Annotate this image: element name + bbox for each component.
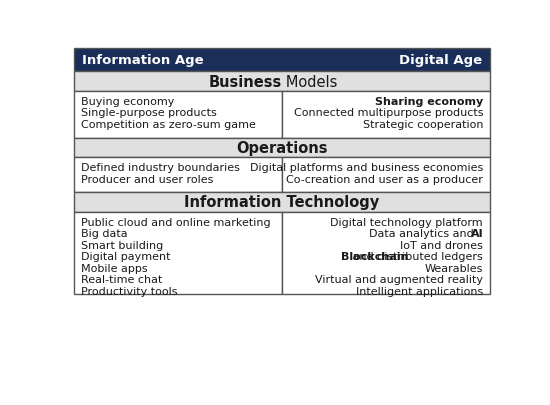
Bar <box>74 158 282 192</box>
Bar <box>74 192 490 212</box>
Text: Intelligent applications: Intelligent applications <box>356 286 483 296</box>
Text: Digital payment: Digital payment <box>81 252 170 262</box>
Bar <box>282 212 490 294</box>
Text: Information Age: Information Age <box>81 53 203 66</box>
Text: AI: AI <box>470 228 483 239</box>
Text: Digital platforms and business economies: Digital platforms and business economies <box>250 163 483 173</box>
Text: Digital technology platform: Digital technology platform <box>331 217 483 227</box>
Bar <box>74 72 490 92</box>
Text: Blockchain: Blockchain <box>341 252 409 262</box>
Text: Competition as zero-sum game: Competition as zero-sum game <box>81 120 256 130</box>
Text: Productivity tools: Productivity tools <box>81 286 177 296</box>
Text: Connected multipurpose products: Connected multipurpose products <box>294 108 483 118</box>
Text: Virtual and augmented reality: Virtual and augmented reality <box>315 275 483 285</box>
Text: Defined industry boundaries: Defined industry boundaries <box>81 163 240 173</box>
Text: Mobile apps: Mobile apps <box>81 263 147 273</box>
Text: Wearables: Wearables <box>425 263 483 273</box>
Text: Single-purpose products: Single-purpose products <box>81 108 217 118</box>
Text: Real-time chat: Real-time chat <box>81 275 162 285</box>
Bar <box>74 49 490 72</box>
Text: IoT and drones: IoT and drones <box>400 240 483 250</box>
Bar <box>282 158 490 192</box>
Text: and distributed ledgers: and distributed ledgers <box>349 252 483 262</box>
Text: Buying economy: Buying economy <box>81 97 174 107</box>
Text: Operations: Operations <box>236 141 328 156</box>
Text: Public cloud and online marketing: Public cloud and online marketing <box>81 217 270 227</box>
Text: Models: Models <box>283 75 337 89</box>
Text: Producer and user roles: Producer and user roles <box>81 175 213 185</box>
Text: Sharing economy: Sharing economy <box>375 97 483 107</box>
Text: Co-creation and user as a producer: Co-creation and user as a producer <box>286 175 483 185</box>
Text: Strategic cooperation: Strategic cooperation <box>362 120 483 130</box>
Bar <box>74 92 282 139</box>
Text: Business: Business <box>208 75 282 89</box>
Bar <box>74 212 282 294</box>
Text: Smart building: Smart building <box>81 240 163 250</box>
Text: Digital Age: Digital Age <box>399 53 482 66</box>
Text: Big data: Big data <box>81 228 127 239</box>
Bar <box>74 139 490 158</box>
Bar <box>282 92 490 139</box>
Text: Information Technology: Information Technology <box>184 195 380 210</box>
Text: Data analytics and: Data analytics and <box>368 228 477 239</box>
